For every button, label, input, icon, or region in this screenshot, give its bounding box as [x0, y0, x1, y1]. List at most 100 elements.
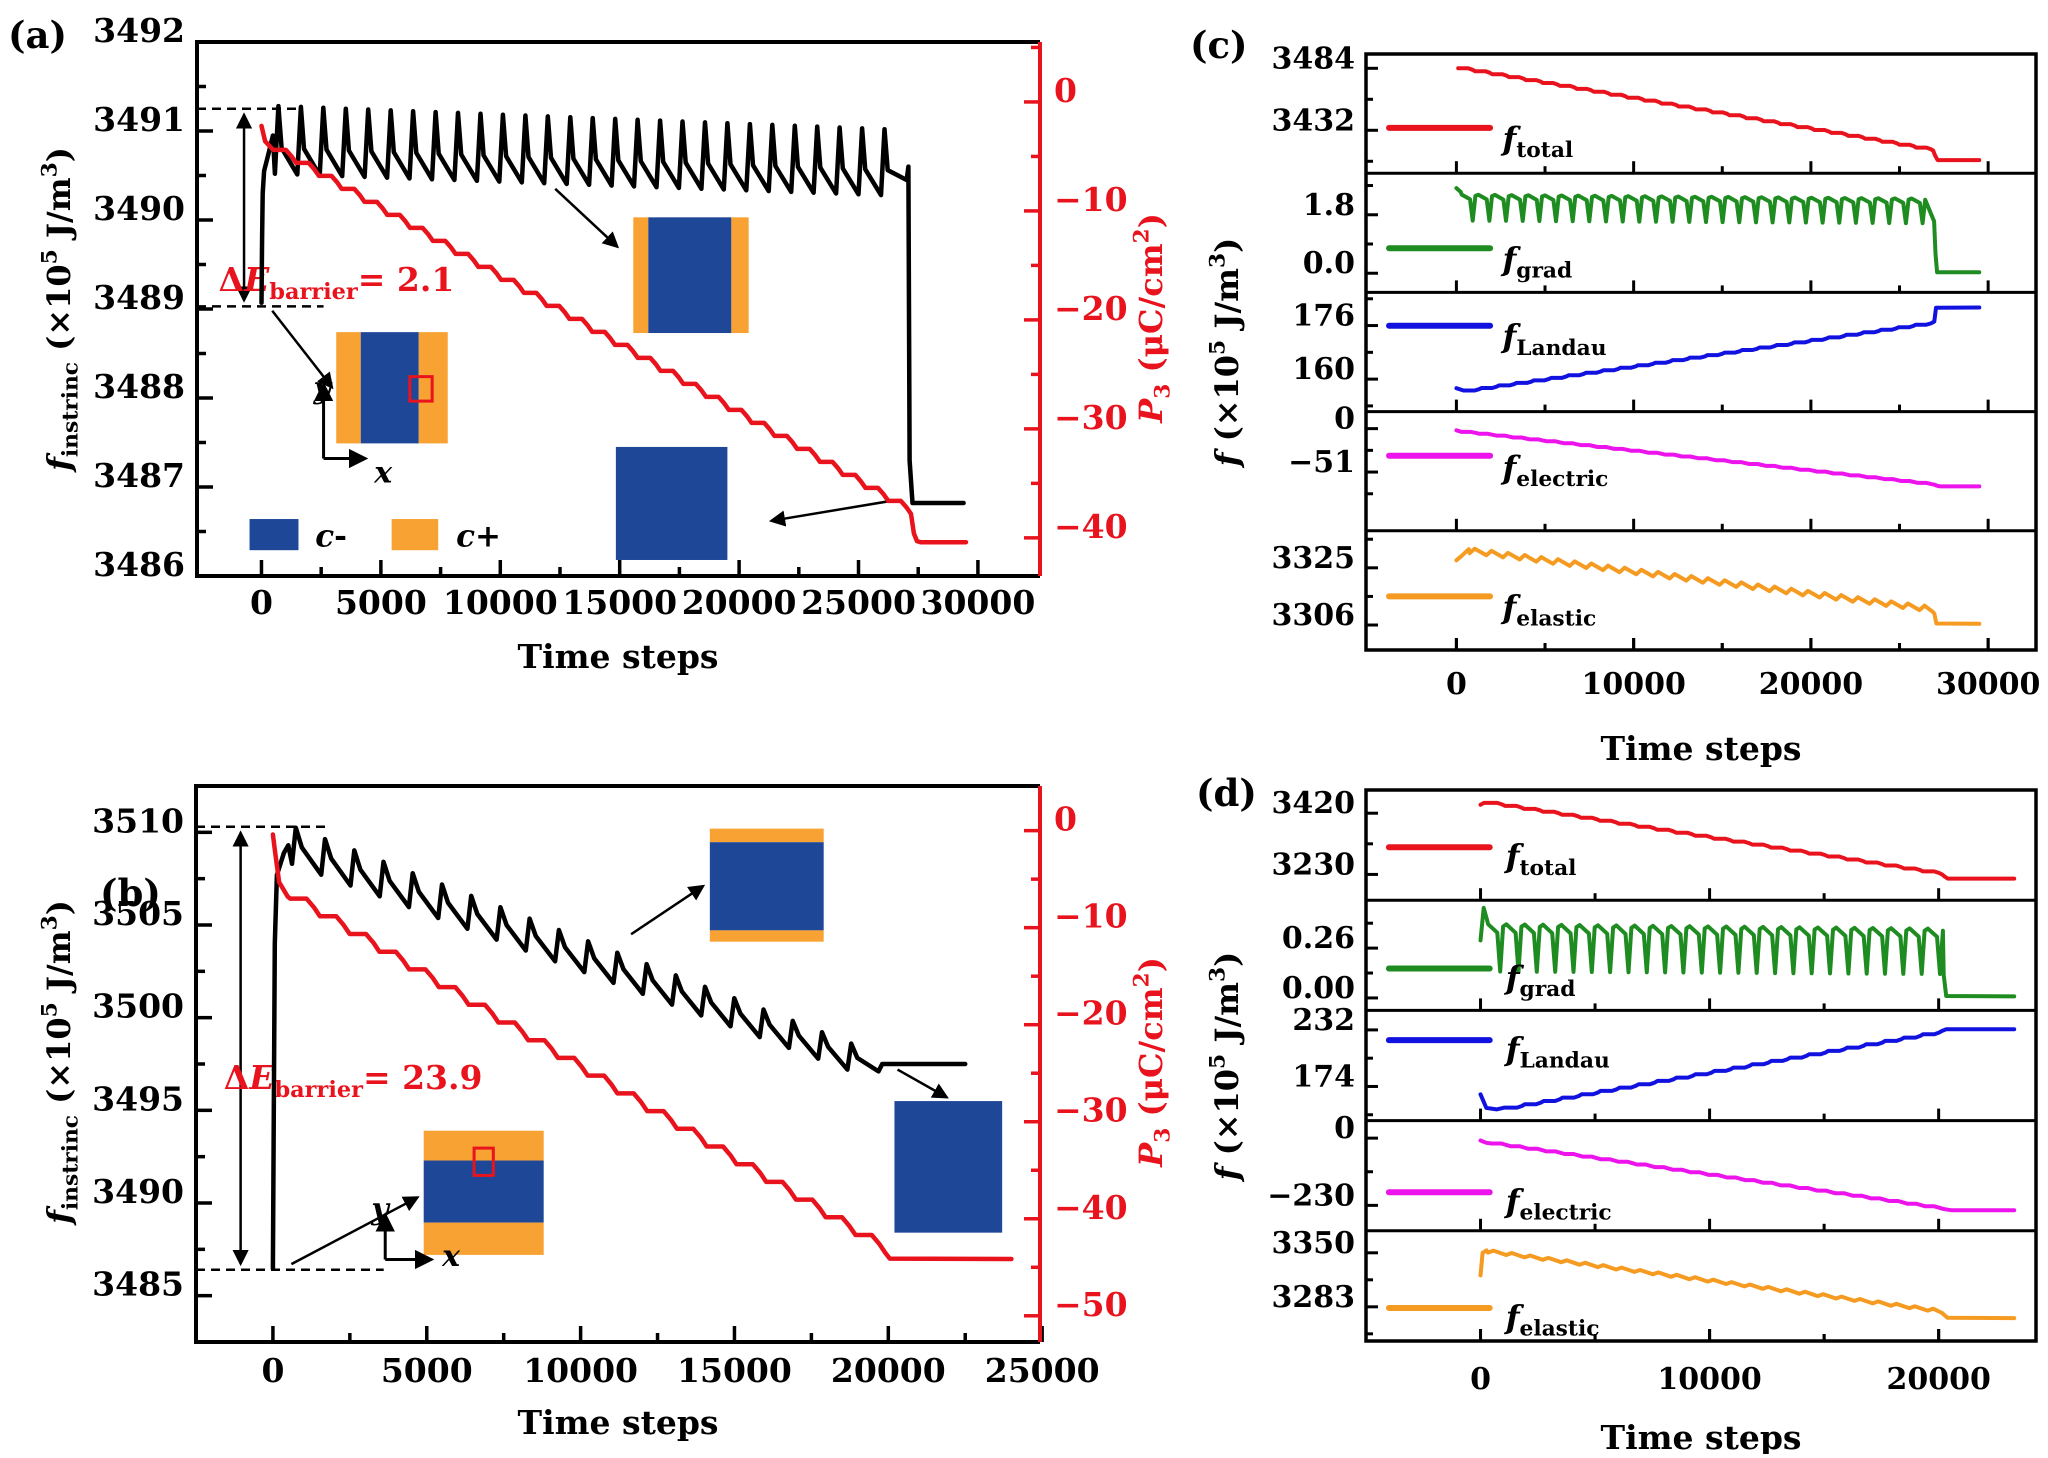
- panel-d-f-total-curve: [1478, 800, 2017, 881]
- x-tick-label: 25000: [801, 583, 916, 622]
- panel-letter-b: (b): [100, 871, 161, 915]
- x-tick-label: 5000: [381, 1351, 473, 1390]
- left-tick-label: 3325: [1272, 541, 1356, 576]
- subplot-f-grad: 1.8 0.0 fgrad: [1303, 171, 2036, 293]
- subplot-f-elastic: 3350 3283 felastic: [1272, 1226, 2036, 1342]
- domain-inset: [423, 1130, 544, 1255]
- x-tick-label: 10000: [443, 583, 558, 622]
- right-tick-label: −40: [1054, 507, 1128, 546]
- x-tick-label: 30000: [921, 583, 1036, 622]
- left-tick-label: 3510: [92, 801, 184, 840]
- legend-label-f-total: ftotal: [1500, 119, 1573, 163]
- subplot-f-elastic: 3325 3306 felastic: [1272, 529, 2036, 650]
- legend-label-f-grad: fgrad: [1504, 958, 1576, 1002]
- x-tick-label: 5000: [335, 583, 427, 622]
- panel-c-f-elastic-curve: [1454, 546, 1982, 626]
- left-tick-label: 0.26: [1282, 921, 1355, 956]
- y-axis-icon-label: y: [370, 1192, 391, 1227]
- domain-inset: [709, 828, 824, 942]
- legend-label-f-elastic: felastic: [1500, 588, 1596, 632]
- left-tick-label: 3492: [93, 11, 185, 50]
- left-tick-label: 3490: [92, 1172, 184, 1211]
- annotation-arrow: [630, 884, 706, 936]
- legend-label-f-Landau: fLandau: [1500, 317, 1606, 361]
- subplot-f-total: 3420 3230 ftotal: [1272, 786, 2017, 901]
- x-tick-label: 25000: [985, 1351, 1100, 1390]
- legend-label: c+: [456, 519, 501, 555]
- right-y-axis-label: P3 (μC/cm2): [1130, 213, 1176, 424]
- panel-d-f-electric-curve: [1478, 1138, 2017, 1213]
- probe-region-box: [472, 1146, 495, 1177]
- left-tick-label: 174: [1292, 1059, 1355, 1094]
- annotation-arrow: [290, 1196, 420, 1266]
- panel-c-f-electric-curve: [1454, 428, 1982, 489]
- x-tick-label: 20000: [682, 583, 797, 622]
- legend-label-f-electric: felectric: [1504, 1182, 1612, 1226]
- left-tick-label: 3505: [92, 894, 184, 933]
- cplus-domain-region: [423, 1222, 544, 1255]
- legend-label-f-Landau: fLandau: [1504, 1030, 1610, 1074]
- right-tick-label: −20: [1054, 994, 1128, 1033]
- cminus-domain-region: [648, 217, 732, 334]
- right-tick-label: −30: [1054, 1091, 1128, 1130]
- right-tick-label: 0: [1054, 800, 1077, 839]
- legend-label: c-: [315, 519, 347, 555]
- domain-inset: [894, 1101, 1003, 1233]
- legend-label-f-elastic: felastic: [1504, 1298, 1600, 1342]
- panel-c-f-landau-curve: [1454, 305, 1982, 393]
- xy-axes-icon: yx: [370, 1192, 461, 1274]
- right-y-axis-label: P3 (μC/cm2): [1130, 957, 1176, 1168]
- left-tick-label: 3489: [93, 278, 185, 317]
- domain-inset: [336, 332, 448, 444]
- panel-b-P3-curve: [270, 832, 1014, 1262]
- left-tick-label: 0.00: [1282, 971, 1355, 1006]
- cplus-domain-region: [709, 930, 824, 942]
- annotation-arrow: [271, 310, 334, 390]
- left-tick-label: 3484: [1272, 41, 1356, 76]
- left-y-axis-label: finstrinc (×105 J/m3): [38, 147, 84, 473]
- legend-label-f-grad: fgrad: [1500, 240, 1572, 284]
- left-tick-label: 0: [1334, 402, 1355, 437]
- left-tick-label: −51: [1288, 445, 1355, 480]
- right-tick-label: −10: [1054, 180, 1128, 219]
- x-tick-label: 10000: [1657, 1362, 1761, 1397]
- cplus-domain-region: [336, 332, 361, 444]
- barrier-annotation: ΔEbarrier= 23.9: [224, 1058, 483, 1103]
- left-tick-label: 0.0: [1303, 246, 1355, 281]
- left-tick-label: 3306: [1272, 598, 1356, 633]
- barrier-annotation: ΔEbarrier= 2.1: [218, 260, 454, 305]
- panel-b-f-instrinc-curve: [270, 825, 968, 1272]
- cminus-domain-region: [709, 842, 824, 931]
- left-tick-label: 3488: [93, 367, 185, 406]
- panel-a: 3492 3491 3490 3489 3488 3487 3486 0 5000 10000 15…: [8, 11, 1176, 676]
- left-tick-label: 0: [1334, 1111, 1355, 1146]
- legend-label-f-electric: felectric: [1500, 448, 1608, 492]
- left-tick-label: 1.8: [1303, 188, 1355, 223]
- x-axis-label: Time steps: [518, 637, 719, 676]
- x-tick-label: 10000: [523, 1351, 638, 1390]
- x-tick-label: 15000: [562, 583, 677, 622]
- subplot-f-electric: 0 −230 felectric: [1267, 1111, 2036, 1231]
- panel-c-f-grad-curve: [1454, 186, 1982, 275]
- left-tick-label: 3490: [93, 189, 185, 228]
- panel-c-f-total-curve: [1456, 66, 1982, 163]
- legend-swatch-cminus: [249, 519, 299, 551]
- shared-y-axis-label: f (×105 J/m3): [1206, 952, 1246, 1183]
- right-tick-label: −30: [1054, 398, 1128, 437]
- panel-letter-d: (d): [1196, 771, 1257, 815]
- x-tick-label: 0: [1470, 1362, 1491, 1397]
- left-tick-label: 3420: [1272, 786, 1356, 821]
- probe-region-box: [408, 375, 434, 403]
- cminus-domain-region: [894, 1101, 1003, 1233]
- cplus-domain-region: [633, 217, 649, 334]
- x-tick-label: 0: [1446, 667, 1467, 702]
- x-tick-label: 20000: [1886, 1362, 1990, 1397]
- x-tick-label: 10000: [1581, 667, 1685, 702]
- left-tick-label: 160: [1292, 352, 1355, 387]
- annotation-arrow: [896, 1068, 949, 1099]
- x-axis-label: Time steps: [1601, 729, 1802, 768]
- left-tick-label: 3485: [92, 1265, 184, 1304]
- panel-d-f-landau-curve: [1478, 1027, 2017, 1112]
